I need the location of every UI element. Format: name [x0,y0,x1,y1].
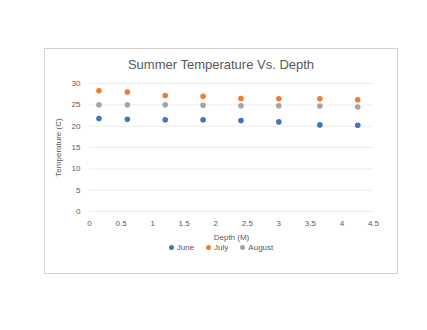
svg-text:10: 10 [72,164,81,173]
svg-text:2.5: 2.5 [242,219,254,228]
svg-text:20: 20 [72,122,81,131]
svg-text:4: 4 [340,219,345,228]
svg-text:2: 2 [213,219,218,228]
svg-text:25: 25 [72,100,81,109]
svg-text:1: 1 [150,219,155,228]
svg-text:15: 15 [72,143,81,152]
svg-text:1.5: 1.5 [179,219,191,228]
svg-text:4.5: 4.5 [368,219,380,228]
svg-text:30: 30 [72,79,81,88]
svg-text:0: 0 [76,207,81,216]
svg-text:5: 5 [76,186,81,195]
svg-text:0.5: 0.5 [115,219,127,228]
svg-text:3.5: 3.5 [305,219,317,228]
html-text:August: August [248,243,274,252]
svg-text:Depth (M): Depth (M) [214,233,250,242]
svg-text:Temperature (C): Temperature (C) [54,118,63,177]
html-text:June: June [176,243,195,252]
svg-text:3: 3 [277,219,282,228]
html-text:July: July [214,243,229,252]
html-text:Summer Temperature Vs. Depth: Summer Temperature Vs. Depth [127,57,315,72]
svg-text:0: 0 [87,219,92,228]
